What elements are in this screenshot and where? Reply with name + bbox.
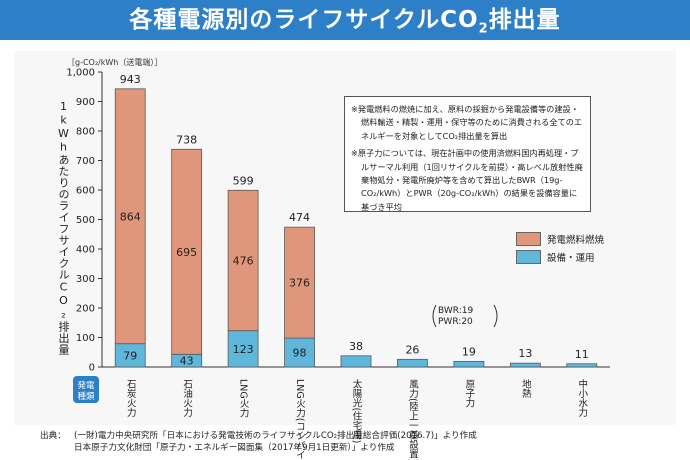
data-label-fuel: 864 <box>120 210 141 223</box>
bar-facility <box>340 355 372 368</box>
bwr-bracket-right <box>493 304 498 328</box>
y-tick-label: 300 <box>76 274 95 285</box>
bwr-pwr-note: BWR:19 PWR:20 <box>438 306 473 328</box>
data-label-total: 19 <box>462 345 476 358</box>
x-tick-label: 地熱 <box>520 378 532 399</box>
legend-swatch-facility <box>516 250 541 264</box>
legend-item-fuel: 発電燃料燃焼 <box>516 230 604 248</box>
data-label-facility: 98 <box>293 347 307 360</box>
data-label-facility: 79 <box>123 349 137 362</box>
data-label-total: 599 <box>233 174 254 187</box>
y-tick-label: 1,000 <box>66 68 95 79</box>
bwr-value: BWR:19 <box>438 306 474 316</box>
footer-label: 出典： <box>40 431 66 441</box>
legend-swatch-fuel <box>516 232 541 246</box>
footer-line-1: (一財)電力中央研究所「日本における発電技術のライフサイクルCO₂排出量総合評価… <box>74 431 477 441</box>
data-label-facility: 123 <box>233 343 254 356</box>
bar-fuel <box>284 226 315 339</box>
y-tick-label: 900 <box>76 97 95 108</box>
legend: 発電燃料燃焼 設備・運用 <box>516 230 604 266</box>
category-tag-line1: 発電 <box>77 381 95 391</box>
legend-label-fuel: 発電燃料燃焼 <box>547 235 605 246</box>
y-tick-label: 700 <box>76 156 95 167</box>
y-tick-label: 100 <box>76 333 95 344</box>
data-label-total: 13 <box>518 347 532 360</box>
bar-facility <box>453 360 485 368</box>
legend-label-facility: 設備・運用 <box>547 253 595 264</box>
y-tick-label: 200 <box>76 304 95 315</box>
legend-item-facility: 設備・運用 <box>516 248 604 266</box>
page-title: 各種電源別のライフサイクルCO2排出量 <box>129 7 561 37</box>
y-axis-label: 1kWhあたりのライフサイクルCO₂排出量 <box>57 100 70 356</box>
x-tick-label: LNG火力(コンバインド) <box>294 379 306 460</box>
x-tick-label: 石炭火力 <box>125 379 137 418</box>
y-tick-label: 0 <box>89 363 95 374</box>
x-tick-label: 風力(陸上一基設置) <box>407 379 419 460</box>
bar-fuel <box>114 88 146 345</box>
bar-facility <box>566 363 598 368</box>
bar-facility <box>509 362 541 368</box>
data-label-total: 474 <box>289 211 310 224</box>
title-bar <box>0 0 690 40</box>
bar-facility <box>284 337 315 368</box>
y-tick-label: 500 <box>76 215 95 226</box>
bar-fuel <box>227 189 259 332</box>
x-tick-label: 中小水力 <box>576 378 588 418</box>
y-tick-label: 800 <box>76 127 95 138</box>
category-tag-box <box>73 376 99 403</box>
y-tick-label: 400 <box>76 245 95 256</box>
note-line-2: ※原子力については、現在計画中の使用済燃料国内再処理・プルサーマル利用（1回リサ… <box>351 148 583 212</box>
bar-facility <box>397 358 428 368</box>
bar-fuel <box>171 148 203 355</box>
x-tick-label: 原子力 <box>463 379 475 408</box>
pwr-value: PWR:20 <box>438 317 473 327</box>
data-label-fuel: 376 <box>289 277 310 290</box>
bwr-bracket-left <box>432 304 437 328</box>
data-label-fuel: 695 <box>176 246 197 259</box>
x-tick-label: LNG火力 <box>238 379 250 419</box>
data-label-total: 11 <box>575 348 589 361</box>
footer-source: 出典： (一財)電力中央研究所「日本における発電技術のライフサイクルCO₂排出量総… <box>40 430 477 454</box>
category-tag-line2: 種類 <box>77 391 95 402</box>
data-label-total: 943 <box>120 73 141 86</box>
data-label-total: 738 <box>176 133 197 146</box>
data-label-total: 26 <box>405 343 419 356</box>
x-tick-label: 太陽光(住宅用) <box>351 378 363 443</box>
y-tick-label: 600 <box>76 186 95 197</box>
data-label-facility: 43 <box>180 355 194 368</box>
unit-label: ［g-CO₂/kWh（送電端）］ <box>67 58 163 67</box>
footer-line-2: 日本原子力文化財団「原子力・エネルギー図面集（2017年9月1日更新）」より作成 <box>74 443 395 453</box>
note-line-1: ※発電燃料の燃焼に加え、原料の採掘から発電設備等の建設・燃料輸送・精製・運用・保… <box>351 104 583 141</box>
x-tick-label: 石油火力 <box>181 379 193 418</box>
note-box: ※発電燃料の燃焼に加え、原料の採掘から発電設備等の建設・燃料輸送・精製・運用・保… <box>344 96 591 212</box>
data-label-fuel: 476 <box>233 255 254 268</box>
data-label-total: 38 <box>349 340 363 353</box>
